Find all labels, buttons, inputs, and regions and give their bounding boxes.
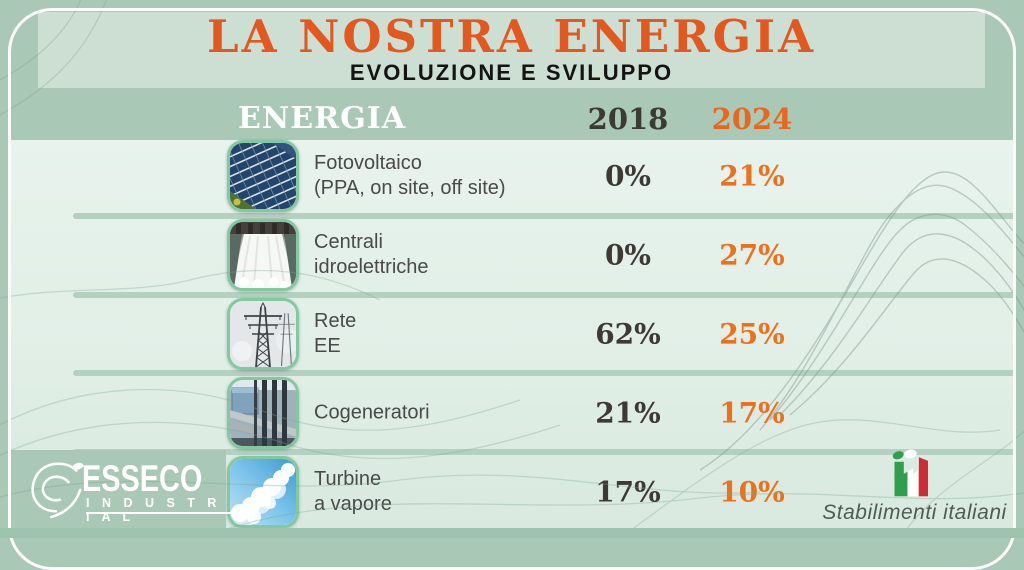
row-label: Rete EE xyxy=(314,309,357,357)
esseco-industrial-logo: ESSECO I N D U S T R I A L xyxy=(24,452,234,530)
row-label: Cogeneratori xyxy=(314,401,430,424)
title-band: LA NOSTRA ENERGIA EVOLUZIONE E SVILUPPO xyxy=(38,12,985,88)
bottom-band xyxy=(0,528,1024,538)
page-subtitle: EVOLUZIONE E SVILUPPO xyxy=(349,60,674,85)
page-title: LA NOSTRA ENERGIA xyxy=(206,10,817,63)
stabilimenti-italiani-block: Stabilimenti italiani xyxy=(812,447,1017,525)
cogenerator-plant-photo xyxy=(227,376,299,449)
table-header: ENERGIA 2018 2024 xyxy=(0,100,1024,138)
value-2024: 21% xyxy=(719,159,785,193)
value-2018: 21% xyxy=(595,396,661,430)
value-2018: 0% xyxy=(604,238,652,272)
value-2024: 17% xyxy=(719,396,785,430)
row-divider xyxy=(73,212,1013,219)
row-label: Fotovoltaico (PPA, on site, off site) xyxy=(314,152,506,200)
power-pylon-photo xyxy=(227,297,299,370)
energy-table: Fotovoltaico (PPA, on site, off site) 0%… xyxy=(11,140,1013,528)
column-header-2018: 2018 xyxy=(587,102,669,136)
table-row-rete-ee: Rete EE 62% 25% xyxy=(11,297,1013,371)
logo-background-patch xyxy=(11,450,226,528)
solar-panels-photo xyxy=(227,140,299,213)
table-row-cogeneratori: Cogeneratori 21% 17% xyxy=(11,376,1013,449)
value-2018: 0% xyxy=(604,159,652,193)
italian-factory-icon xyxy=(892,449,928,497)
column-header-2024: 2024 xyxy=(711,102,793,136)
stabilimenti-caption: Stabilimenti italiani xyxy=(822,501,1007,524)
value-2024: 10% xyxy=(719,475,785,509)
esseco-wordmark: ESSECO xyxy=(82,458,203,499)
row-divider xyxy=(73,291,1013,298)
value-2024: 27% xyxy=(719,238,785,272)
row-label: Turbine a vapore xyxy=(314,467,392,515)
esseco-underline xyxy=(86,512,234,514)
table-row-turbine-vapore: Turbine a vapore 17% 10% xyxy=(11,455,1013,528)
esseco-swirl-icon xyxy=(31,462,85,519)
table-row-idroelettriche: Centrali idroelettriche 0% 27% xyxy=(11,219,1013,292)
value-2024: 25% xyxy=(719,317,785,351)
row-divider xyxy=(73,370,1013,377)
row-divider xyxy=(73,449,1013,456)
column-header-energia: ENERGIA xyxy=(237,101,406,136)
table-row-fotovoltaico: Fotovoltaico (PPA, on site, off site) 0%… xyxy=(11,140,1013,213)
value-2018: 17% xyxy=(595,475,661,509)
value-2018: 62% xyxy=(595,317,661,351)
row-label: Centrali idroelettriche xyxy=(314,231,429,279)
hydroelectric-dam-photo xyxy=(227,219,299,292)
steam-cloud-photo xyxy=(227,455,299,528)
esseco-industrial-label: I N D U S T R I A L xyxy=(86,496,221,524)
